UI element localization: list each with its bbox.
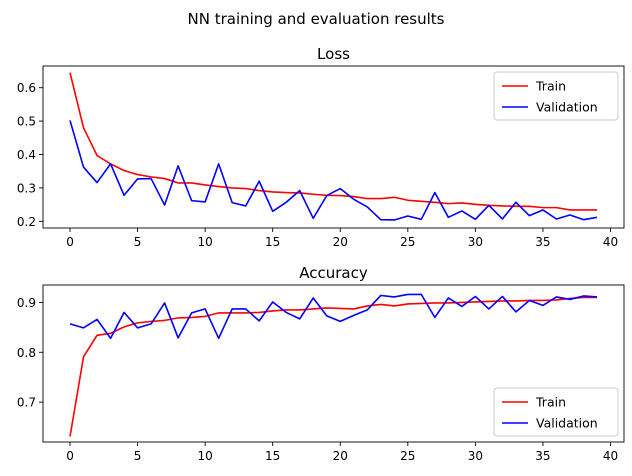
loss-series-validation-line (69, 120, 598, 221)
loss-xtick-label: 10 (197, 235, 212, 249)
accuracy-xtick-label: 25 (400, 449, 415, 463)
accuracy-xtick-label: 40 (603, 449, 618, 463)
loss-series-train-line (69, 72, 597, 211)
loss-ytick-label: 0.2 (17, 215, 36, 229)
loss-legend: Train Validation (493, 71, 619, 121)
loss-ytick-label: 0.4 (17, 148, 36, 162)
loss-xtick-label: 5 (134, 235, 142, 249)
loss-axes-frame (42, 65, 625, 229)
loss-legend-box (493, 71, 619, 121)
loss-xtick-label: 20 (333, 235, 348, 249)
loss-xtick-label: 25 (400, 235, 415, 249)
accuracy-series-validation-line (69, 293, 598, 340)
loss-ytick-label: 0.5 (17, 115, 36, 129)
accuracy-ytick-label: 0.9 (17, 296, 36, 310)
accuracy-subplot: Accuracy 0 5 10 15 20 25 30 35 40 0.7 0.8 0.9 Train Va… (17, 264, 625, 463)
accuracy-xtick-label: 20 (333, 449, 348, 463)
loss-subplot: Loss 0 5 10 15 20 25 30 35 40 0.2 0.3 0.4 0.5 0.6 Train… (17, 45, 625, 249)
loss-xtick-label: 15 (265, 235, 280, 249)
accuracy-xtick-label: 15 (265, 449, 280, 463)
loss-xtick-label: 0 (66, 235, 74, 249)
accuracy-xtick-label: 35 (535, 449, 550, 463)
accuracy-xtick-label: 0 (66, 449, 74, 463)
accuracy-ytick-label: 0.8 (17, 346, 36, 360)
loss-title: Loss (317, 45, 350, 63)
accuracy-xtick-label: 5 (134, 449, 142, 463)
loss-ytick-label: 0.6 (17, 81, 36, 95)
accuracy-xtick-label: 30 (468, 449, 483, 463)
loss-xtick-label: 40 (603, 235, 618, 249)
figure-suptitle: NN training and evaluation results (188, 10, 445, 28)
accuracy-ytick-label: 0.7 (17, 396, 36, 410)
loss-ytick-label: 0.3 (17, 181, 36, 195)
loss-xtick-label: 30 (468, 235, 483, 249)
accuracy-xtick-label: 10 (197, 449, 212, 463)
accuracy-legend-label-validation: Validation (536, 416, 598, 431)
accuracy-legend-label-train: Train (535, 395, 566, 410)
accuracy-title: Accuracy (299, 264, 368, 282)
accuracy-axes-frame (42, 284, 625, 443)
loss-legend-label-validation: Validation (536, 100, 598, 115)
loss-legend-label-train: Train (535, 79, 566, 94)
accuracy-series-train-line (69, 296, 597, 437)
loss-xtick-label: 35 (535, 235, 550, 249)
accuracy-legend: Train Validation (493, 387, 619, 437)
accuracy-legend-box (493, 387, 619, 437)
